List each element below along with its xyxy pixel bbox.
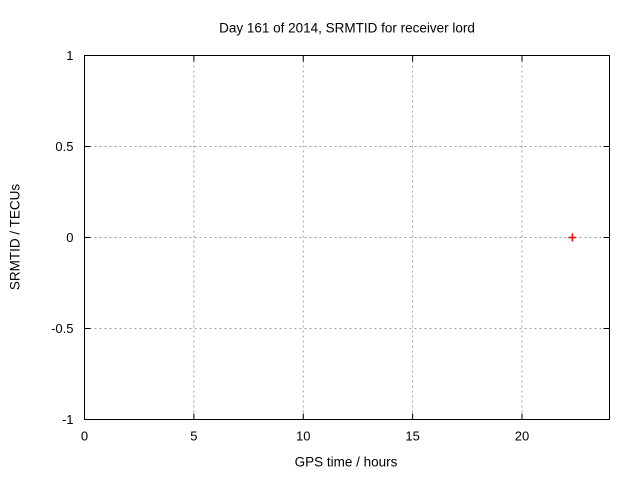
x-tick-label: 15 (405, 429, 419, 444)
x-tick-label: 5 (190, 429, 197, 444)
y-tick-label: 0 (66, 230, 73, 245)
x-axis-label: GPS time / hours (294, 454, 398, 470)
y-tick-label: -1 (62, 412, 74, 427)
y-tick-label: 1 (66, 48, 73, 63)
x-tick-label: 10 (296, 429, 310, 444)
y-axis-label: SRMTID / TECUs (7, 183, 23, 291)
x-tick-label: 0 (81, 429, 88, 444)
y-tick-label: -0.5 (51, 321, 73, 336)
y-tick-label: 0.5 (55, 139, 73, 154)
chart-title: Day 161 of 2014, SRMTID for receiver lor… (219, 20, 475, 36)
x-tick-label: 20 (515, 429, 529, 444)
